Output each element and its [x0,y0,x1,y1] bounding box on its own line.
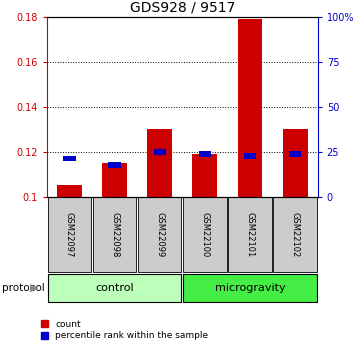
Text: control: control [95,283,134,293]
Bar [199,151,211,157]
Text: ▶: ▶ [30,283,39,293]
Bar [192,154,217,197]
FancyBboxPatch shape [183,197,227,272]
Bar [63,156,76,161]
Text: GSM22097: GSM22097 [65,212,74,257]
Title: GDS928 / 9517: GDS928 / 9517 [130,1,235,15]
FancyBboxPatch shape [183,274,317,302]
Legend: count, percentile rank within the sample: count, percentile rank within the sample [41,320,208,341]
FancyBboxPatch shape [48,197,91,272]
FancyBboxPatch shape [48,274,182,302]
FancyBboxPatch shape [138,197,182,272]
Text: GSM22100: GSM22100 [200,212,209,257]
Text: GSM22101: GSM22101 [245,212,255,257]
Bar [147,129,172,197]
Bar [289,151,301,157]
Bar [238,19,262,197]
FancyBboxPatch shape [93,197,136,272]
Text: GSM22102: GSM22102 [291,212,300,257]
Text: GSM22098: GSM22098 [110,212,119,257]
Text: protocol: protocol [2,283,44,293]
FancyBboxPatch shape [229,197,272,272]
Text: microgravity: microgravity [215,283,285,293]
Bar [102,163,127,197]
Bar [283,129,308,197]
Bar [57,186,82,197]
Bar [244,154,256,159]
Bar [153,149,166,155]
Bar [108,162,121,168]
Text: GSM22099: GSM22099 [155,212,164,257]
FancyBboxPatch shape [274,197,317,272]
